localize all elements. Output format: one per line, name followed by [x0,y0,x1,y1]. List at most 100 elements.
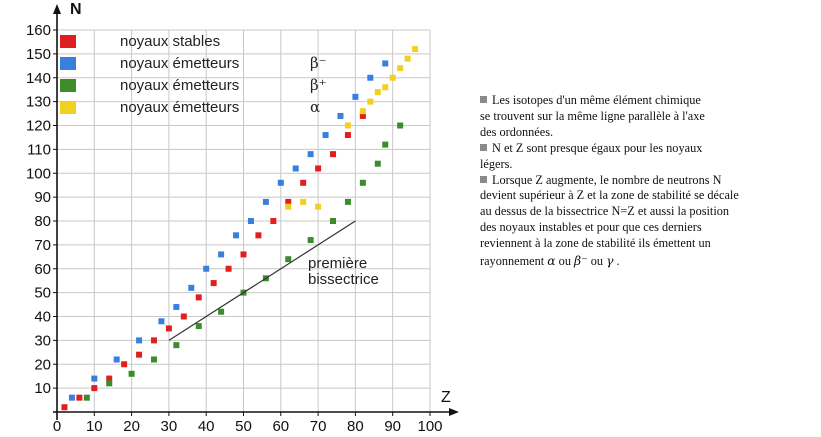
data-point-series-0 [150,337,157,344]
data-point-series-0 [76,394,83,401]
x-tick-label: 60 [272,418,289,435]
data-point-series-2 [128,370,135,377]
note-sep: ou [558,254,571,269]
y-tick-label: 20 [34,356,51,373]
legend-label-stable: noyaux stables [120,32,221,50]
note-line: N et Z sont presque égaux pour les noyau… [492,140,703,155]
y-tick-label: 160 [26,22,51,39]
data-point-series-3 [344,122,351,129]
data-point-series-3 [374,89,381,96]
x-tick-label: 40 [198,418,215,435]
data-point-series-0 [106,375,113,382]
data-point-series-0 [121,361,128,368]
data-point-series-3 [382,84,389,91]
nz-chart: 0 10 20 30 40 50 60 70 80 90 100 10 20 30 40 50 60 70 80 90… [26,1,459,435]
data-point-series-0 [300,179,307,186]
note-line: reviennent à la zone de stabilité ils ém… [480,236,711,251]
legend-label-alpha: noyaux émetteurs [120,98,240,116]
data-point-series-0 [91,385,98,392]
note-end: . [616,254,620,269]
data-point-series-3 [404,55,411,62]
data-point-series-1 [233,232,240,239]
data-point-series-1 [367,74,374,81]
legend-item-alpha: noyaux émetteurs α [60,96,327,118]
legend: noyaux stables noyaux émetteurs β⁻ noyau… [60,30,327,118]
bissectrice-label-line-1: première [308,255,368,272]
note-line: se trouvent sur la même ligne parallèle … [480,108,705,123]
y-tick-label: 60 [34,261,51,278]
x-tick-label: 70 [310,418,327,435]
data-point-series-1 [262,198,269,205]
data-point-series-1 [337,112,344,119]
axes: 0 10 20 30 40 50 60 70 80 90 100 10 20 30 40 50 60 70 80 90… [26,1,459,435]
legend-label-beta-minus: noyaux émetteurs [120,54,240,72]
data-point-series-2 [359,179,366,186]
note-line: des noyaux instables et pour que ces der… [480,220,702,235]
legend-label-beta-plus: noyaux émetteurs [120,76,240,94]
data-point-series-2 [382,141,389,148]
beta-minus-symbol: β⁻ [574,254,588,269]
note-last-line: rayonnement α ou β⁻ ou γ . [480,254,810,270]
data-point-series-1 [247,218,254,224]
y-tick-label: 30 [34,332,51,349]
data-point-series-0 [330,151,337,158]
data-point-series-0 [344,132,351,139]
x-tick-label: 30 [161,418,178,435]
legend-item-beta-plus: noyaux émetteurs β⁺ [60,74,327,96]
data-point-series-3 [367,98,374,105]
data-point-series-0 [61,404,68,411]
legend-swatch-alpha [60,100,76,114]
data-point-series-1 [136,337,143,344]
data-point-series-2 [173,342,180,349]
y-tick-label: 110 [27,141,51,158]
x-tick-label: 20 [123,418,140,435]
y-tick-label: 10 [34,380,51,397]
note-line: légers. [480,156,513,171]
y-tick-label: 140 [26,70,51,87]
data-point-series-1 [218,251,225,258]
y-tick-label: 50 [34,285,51,302]
x-tick-label: 0 [53,418,61,435]
data-point-series-3 [389,74,396,81]
y-axis-arrow [53,4,61,14]
note-line: Lorsque Z augmente, le nombre de neutron… [492,172,722,187]
data-point-series-2 [397,122,404,129]
note-1: Les isotopes d'un même élément chimique … [480,93,810,141]
x-tick-label: 100 [417,418,442,435]
bissectrice-annotation: première bissectrice [308,256,379,288]
y-tick-label: 90 [34,189,51,206]
data-point-series-0 [195,294,202,301]
data-point-series-3 [315,203,322,210]
note-last-prefix: rayonnement [480,254,545,269]
x-tick-label: 80 [347,418,364,435]
data-point-series-1 [322,132,329,139]
legend-item-beta-minus: noyaux émetteurs β⁻ [60,52,327,74]
bissectrice-line [168,220,356,341]
data-point-series-2 [307,237,314,244]
note-line: des ordonnées. [480,124,554,139]
data-point-series-1 [307,151,314,158]
y-tick-label: 120 [26,118,51,135]
data-point-series-0 [270,218,277,224]
note-line: Les isotopes d'un même élément chimique [492,93,701,107]
data-point-series-0 [315,165,322,172]
bullet-icon [480,175,487,183]
y-tick-label: 80 [34,213,51,230]
grid [56,29,431,412]
data-point-series-0 [210,280,217,287]
data-point-series-2 [285,256,292,263]
legend-swatch-stable [60,34,76,48]
data-point-series-1 [173,303,180,310]
legend-symbol-alpha: α [310,98,321,116]
data-point-series-1 [158,318,165,325]
data-point-series-2 [218,308,225,315]
chart-canvas: 0 10 20 30 40 50 60 70 80 90 100 10 20 30 40 50 60 70 80 90… [26,1,459,435]
data-point-series-3 [285,203,292,210]
x-axis-arrow [449,408,459,416]
note-sep: ou [590,254,604,269]
data-point-series-2 [83,394,90,401]
data-point-series-1 [91,375,98,382]
data-point-series-1 [188,284,195,291]
data-point-series-1 [352,93,359,100]
data-point-series-1 [203,265,210,272]
